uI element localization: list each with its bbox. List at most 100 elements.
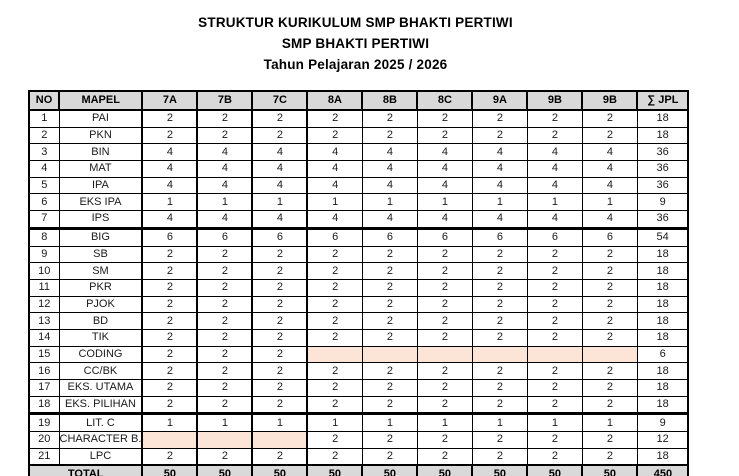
- row-number-cell: 17: [28, 379, 60, 397]
- value-cell: 2: [526, 395, 583, 416]
- total-value-cell: 50: [526, 464, 584, 476]
- value-cell: 2: [581, 312, 638, 330]
- value-cell: 2: [471, 447, 528, 466]
- subject-cell: SM: [58, 262, 144, 280]
- value-cell: 4: [416, 210, 473, 230]
- value-cell: 2: [361, 126, 418, 145]
- row-number-cell: 21: [28, 447, 60, 466]
- table-row: 9 SB 2 2 2 2 2 2 2 2 2 18: [28, 245, 689, 264]
- row-number-cell: 3: [28, 143, 60, 162]
- value-cell: 2: [471, 295, 528, 314]
- sum-cell: 18: [636, 126, 689, 145]
- value-cell: [416, 345, 473, 364]
- value-cell: 4: [581, 176, 638, 195]
- total-value-cell: 50: [141, 464, 199, 476]
- row-number-cell: 12: [28, 295, 60, 314]
- value-cell: [526, 345, 583, 364]
- table-row: 7 IPS 4 4 4 4 4 4 4 4 4 36: [28, 210, 689, 230]
- value-cell: 2: [581, 362, 638, 380]
- subject-cell: LPC: [58, 447, 144, 466]
- value-cell: [306, 345, 363, 364]
- value-cell: 2: [141, 126, 199, 145]
- value-cell: 4: [306, 176, 363, 195]
- value-cell: 4: [526, 160, 583, 178]
- subject-cell: EKS. PILIHAN: [58, 395, 144, 416]
- row-number-cell: 1: [28, 109, 60, 128]
- value-cell: 1: [471, 193, 528, 212]
- value-cell: 2: [361, 447, 418, 466]
- value-cell: 2: [141, 245, 199, 264]
- sum-cell: 12: [636, 431, 689, 449]
- table-row: 21 LPC 2 2 2 2 2 2 2 2 2 18: [28, 447, 689, 466]
- subject-cell: MAT: [58, 160, 144, 178]
- subject-cell: EKS. UTAMA: [58, 379, 144, 397]
- row-number-cell: 6: [28, 193, 60, 212]
- value-cell: 2: [196, 395, 254, 416]
- value-cell: 1: [251, 413, 309, 433]
- table-row: 15 CODING 2 2 2 6: [28, 345, 689, 364]
- value-cell: 4: [526, 210, 583, 230]
- sum-cell: 18: [636, 328, 689, 347]
- value-cell: 2: [361, 109, 418, 128]
- value-cell: 2: [471, 328, 528, 347]
- table-row: 14 TIK 2 2 2 2 2 2 2 2 2 18: [28, 328, 689, 347]
- value-cell: [251, 431, 309, 449]
- total-value-cell: 50: [196, 464, 254, 476]
- value-cell: 2: [416, 328, 473, 347]
- value-cell: 2: [581, 379, 638, 397]
- value-cell: 1: [141, 193, 199, 212]
- value-cell: 2: [141, 379, 199, 397]
- sum-cell: 54: [636, 227, 689, 247]
- table-row: 13 BD 2 2 2 2 2 2 2 2 2 18: [28, 312, 689, 330]
- row-number-cell: 18: [28, 395, 60, 416]
- value-cell: 2: [251, 295, 309, 314]
- subject-cell: BIN: [58, 143, 144, 162]
- table-row: 4 MAT 4 4 4 4 4 4 4 4 4 36: [28, 160, 689, 178]
- sum-cell: 9: [636, 413, 689, 433]
- value-cell: 2: [196, 278, 254, 297]
- value-cell: 4: [526, 143, 583, 162]
- value-cell: 2: [361, 431, 418, 449]
- value-cell: 1: [526, 413, 583, 433]
- total-value-cell: 50: [306, 464, 364, 476]
- subject-cell: PKN: [58, 126, 144, 145]
- row-number-cell: 9: [28, 245, 60, 264]
- total-value-cell: 50: [581, 464, 639, 476]
- value-cell: 2: [416, 109, 473, 128]
- value-cell: 2: [196, 109, 254, 128]
- value-cell: 2: [471, 312, 528, 330]
- value-cell: 1: [196, 413, 254, 433]
- value-cell: 2: [581, 109, 638, 128]
- value-cell: 6: [471, 227, 528, 247]
- value-cell: 1: [526, 193, 583, 212]
- value-cell: 2: [251, 278, 309, 297]
- value-cell: 2: [196, 245, 254, 264]
- grand-total-cell: 450: [636, 464, 690, 476]
- value-cell: 1: [471, 413, 528, 433]
- value-cell: 2: [141, 278, 199, 297]
- value-cell: 2: [416, 447, 473, 466]
- value-cell: 4: [471, 210, 528, 230]
- value-cell: 1: [416, 413, 473, 433]
- value-cell: 2: [196, 447, 254, 466]
- value-cell: [196, 431, 254, 449]
- value-cell: 2: [416, 395, 473, 416]
- value-cell: 2: [196, 295, 254, 314]
- value-cell: 2: [526, 109, 583, 128]
- value-cell: 1: [581, 193, 638, 212]
- row-number-cell: 19: [28, 413, 60, 433]
- value-cell: 2: [141, 362, 199, 380]
- value-cell: 2: [526, 278, 583, 297]
- curriculum-table: NO MAPEL 7A 7B 7C 8A 8B 8C 9A 9B 9B ∑ JPL 1 PAI 2 2 2 2 2…: [27, 90, 690, 476]
- value-cell: 2: [416, 431, 473, 449]
- value-cell: 6: [581, 227, 638, 247]
- value-cell: 4: [306, 210, 363, 230]
- table-row: 2 PKN 2 2 2 2 2 2 2 2 2 18: [28, 126, 689, 145]
- value-cell: 2: [471, 126, 528, 145]
- value-cell: 1: [306, 193, 363, 212]
- column-header: 7A: [141, 90, 199, 111]
- table-row: 17 EKS. UTAMA 2 2 2 2 2 2 2 2 2 18: [28, 379, 689, 397]
- value-cell: 2: [196, 126, 254, 145]
